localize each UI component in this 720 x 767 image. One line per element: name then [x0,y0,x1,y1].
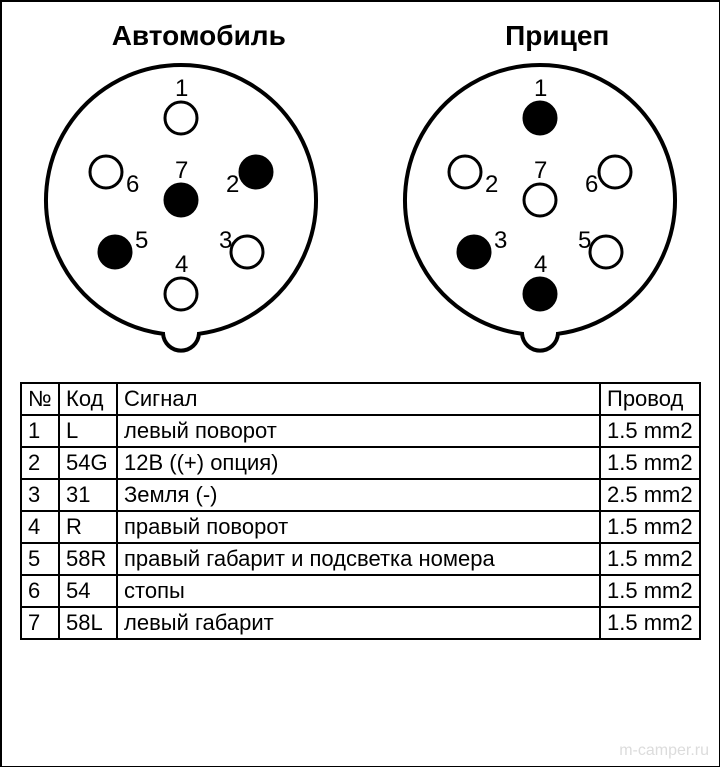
table-row: 558Rправый габарит и подсветка номера1.5… [21,543,700,575]
pin-label-3: 3 [494,227,507,254]
connector-left: 1 2 3 45 6 7 [31,62,331,362]
pin-2 [449,156,481,188]
cell-code: 58R [59,543,117,575]
cell-wire: 1.5 mm2 [600,607,700,639]
cell-signal: 12В ((+) опция) [117,447,600,479]
cell-signal: правый поворот [117,511,600,543]
cell-signal: стопы [117,575,600,607]
pin-label-4: 4 [534,251,547,278]
header-n: № [21,383,59,415]
pin-7 [165,184,197,216]
pin-3 [458,236,490,268]
cell-signal: правый габарит и подсветка номера [117,543,600,575]
table-row: 254G12В ((+) опция)1.5 mm2 [21,447,700,479]
pin-label-3: 3 [219,227,232,254]
pin-5 [590,236,622,268]
title-right: Прицеп [505,20,609,52]
title-left: Автомобиль [112,20,286,52]
pin-1 [524,102,556,134]
cell-signal: левый поворот [117,415,600,447]
page: Автомобиль Прицеп 1234567 1234567 № Код … [0,0,720,767]
pin-2 [240,156,272,188]
header-code: Код [59,383,117,415]
header-wire: Провод [600,383,700,415]
cell-signal: левый габарит [117,607,600,639]
pin-label-2: 2 [485,171,498,198]
cell-n: 2 [21,447,59,479]
cell-code: 54 [59,575,117,607]
pin-label-6: 6 [126,171,139,198]
table-header-row: № Код Сигнал Провод [21,383,700,415]
connector-right: 1 2 34 5 6 7 [390,62,690,362]
table-row: 4Rправый поворот1.5 mm2 [21,511,700,543]
pin-3 [231,236,263,268]
pinout-table: № Код Сигнал Провод 1Lлевый поворот1.5 m… [20,382,701,640]
cell-n: 3 [21,479,59,511]
titles-row: Автомобиль Прицеп [2,2,719,52]
pin-label-2: 2 [226,171,239,198]
pin-6 [90,156,122,188]
cell-n: 1 [21,415,59,447]
connectors-row: 1234567 1234567 [2,62,719,362]
pin-label-7: 7 [534,157,547,184]
cell-wire: 1.5 mm2 [600,415,700,447]
pin-4 [165,278,197,310]
table-body: 1Lлевый поворот1.5 mm2254G12В ((+) опция… [21,415,700,639]
pin-label-1: 1 [534,75,547,102]
pinout-table-wrap: № Код Сигнал Провод 1Lлевый поворот1.5 m… [20,382,701,640]
table-row: 758Lлевый габарит1.5 mm2 [21,607,700,639]
cell-code: R [59,511,117,543]
pin-label-7: 7 [175,157,188,184]
pin-6 [599,156,631,188]
connector-right-svg: 1 2 34 5 6 7 [390,62,690,362]
cell-wire: 1.5 mm2 [600,447,700,479]
pin-1 [165,102,197,134]
table-row: 654стопы1.5 mm2 [21,575,700,607]
cell-n: 4 [21,511,59,543]
pin-label-5: 5 [578,227,591,254]
cell-wire: 2.5 mm2 [600,479,700,511]
cell-code: L [59,415,117,447]
pin-label-4: 4 [175,251,188,278]
pin-4 [524,278,556,310]
cell-wire: 1.5 mm2 [600,543,700,575]
cell-code: 31 [59,479,117,511]
pin-5 [99,236,131,268]
header-signal: Сигнал [117,383,600,415]
cell-n: 7 [21,607,59,639]
table-row: 1Lлевый поворот1.5 mm2 [21,415,700,447]
cell-code: 54G [59,447,117,479]
cell-wire: 1.5 mm2 [600,511,700,543]
watermark: m-camper.ru [619,742,709,760]
pin-label-6: 6 [585,171,598,198]
cell-wire: 1.5 mm2 [600,575,700,607]
table-row: 331Земля (-)2.5 mm2 [21,479,700,511]
pin-7 [524,184,556,216]
cell-n: 5 [21,543,59,575]
cell-signal: Земля (-) [117,479,600,511]
cell-n: 6 [21,575,59,607]
pin-label-5: 5 [135,227,148,254]
cell-code: 58L [59,607,117,639]
connector-left-svg: 1 2 3 45 6 7 [31,62,331,362]
pin-label-1: 1 [175,75,188,102]
